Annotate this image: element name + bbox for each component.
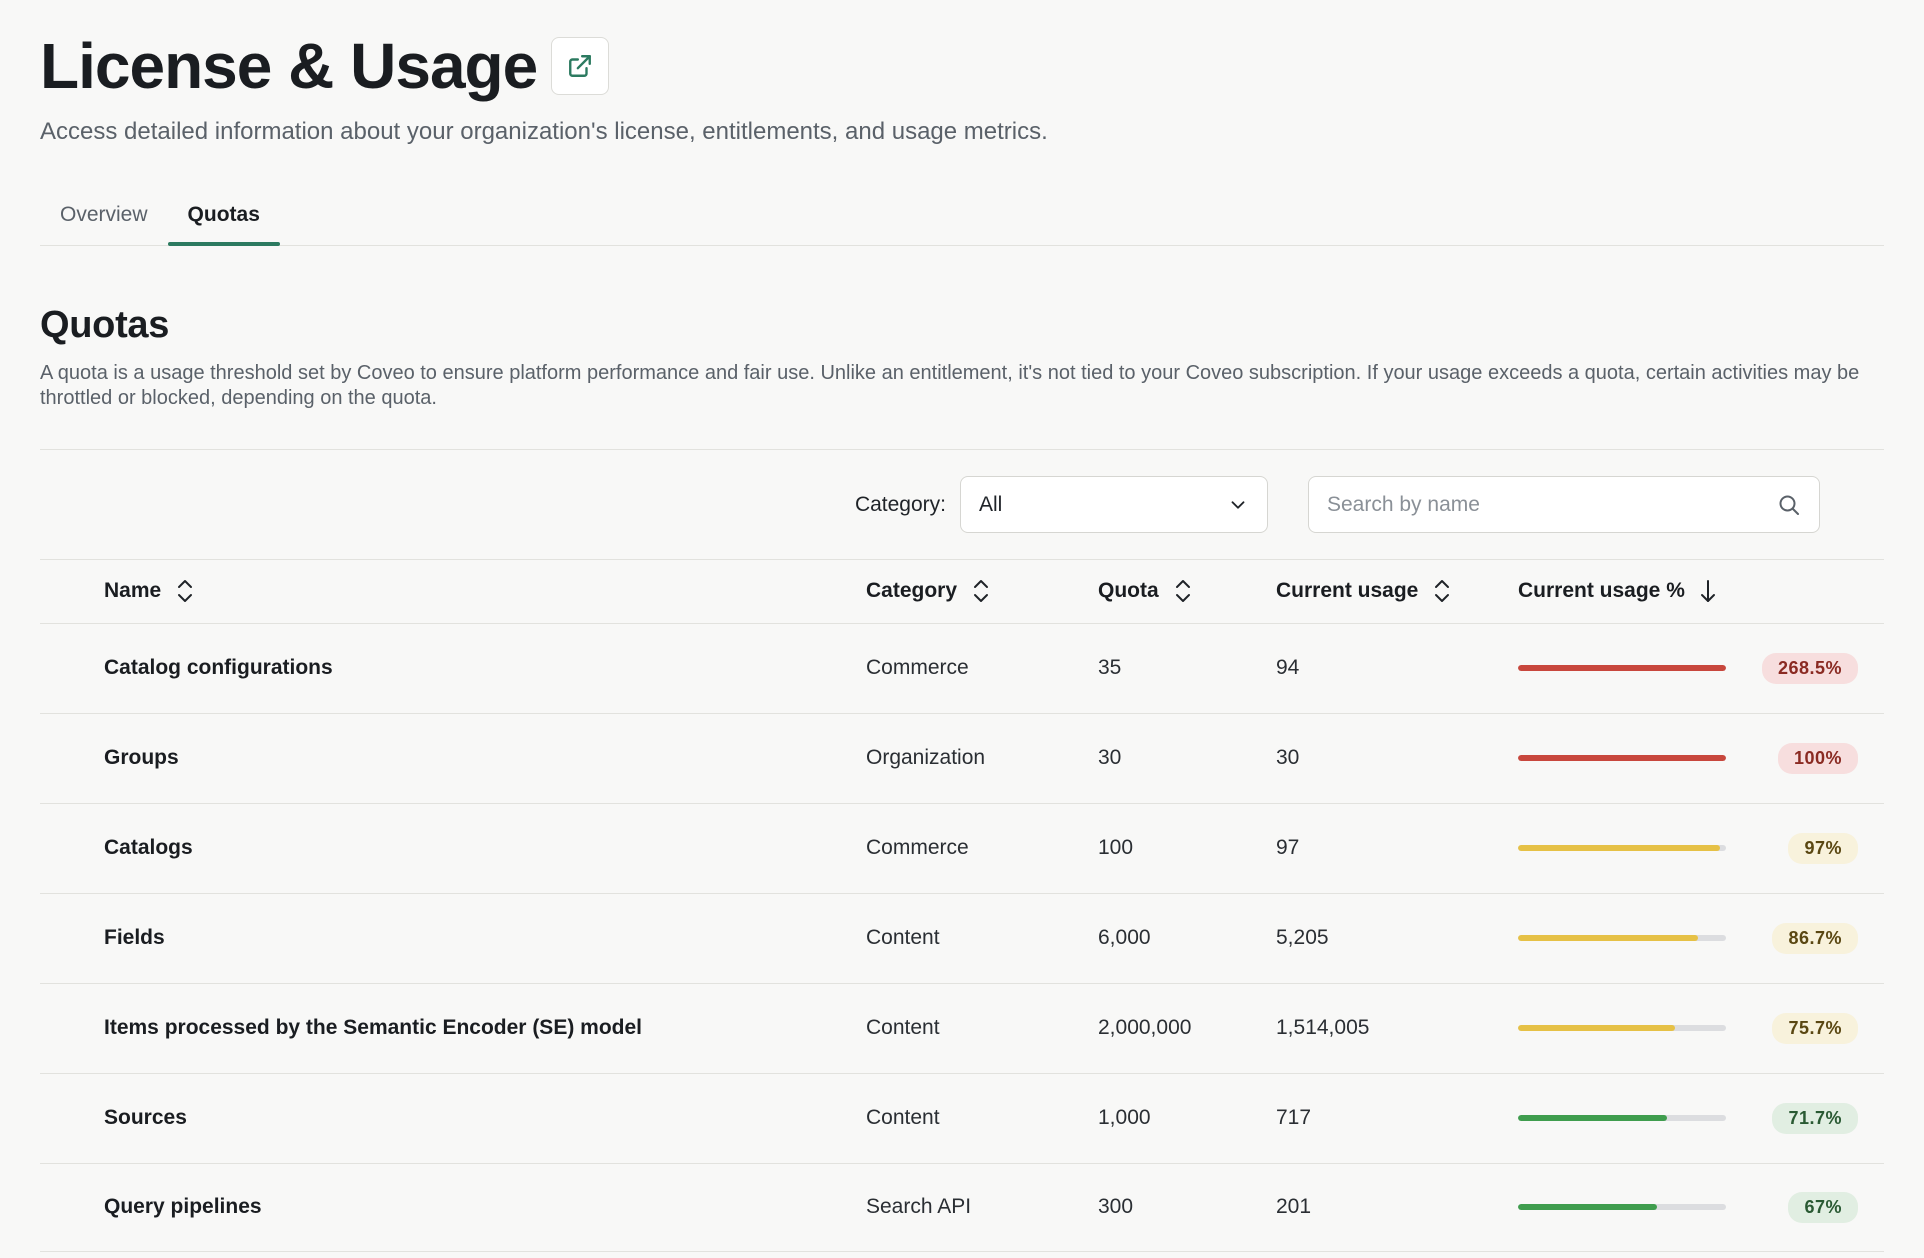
usage-pct-badge: 67% xyxy=(1788,1191,1858,1223)
sort-icon xyxy=(974,580,989,603)
quota-limit: 30 xyxy=(1098,746,1122,769)
section-description: A quota is a usage threshold set by Cove… xyxy=(40,362,1860,409)
usage-progress-bar xyxy=(1518,755,1726,761)
column-header-current-usage-pct[interactable]: Current usage % xyxy=(1518,560,1884,623)
quota-limit: 2,000,000 xyxy=(1098,1016,1192,1039)
quota-current-usage: 201 xyxy=(1276,1195,1312,1218)
section-title: Quotas xyxy=(40,304,170,346)
column-header-category[interactable]: Category xyxy=(866,560,1098,623)
page-header: License & Usage xyxy=(40,0,1884,102)
usage-pct-badge: 97% xyxy=(1788,832,1858,864)
quota-limit: 6,000 xyxy=(1098,926,1151,949)
table-row[interactable]: Items processed by the Semantic Encoder … xyxy=(40,983,1884,1073)
category-select-value: All xyxy=(979,492,1003,516)
sort-icon xyxy=(178,580,193,603)
table-row[interactable]: Fields Content 6,000 5,205 86.7% xyxy=(40,893,1884,983)
column-header-current-usage[interactable]: Current usage xyxy=(1276,560,1518,623)
quota-usage-pct-cell: 71.7% xyxy=(1518,1073,1884,1163)
quota-name: Items processed by the Semantic Encoder … xyxy=(104,1016,642,1039)
quota-name: Sources xyxy=(104,1106,187,1129)
sort-icon xyxy=(1175,580,1190,603)
usage-pct-badge: 268.5% xyxy=(1761,652,1858,684)
external-link-icon xyxy=(569,55,592,77)
quota-name: Fields xyxy=(104,926,165,949)
quota-category: Content xyxy=(866,926,940,949)
usage-pct-badge: 71.7% xyxy=(1772,1102,1858,1134)
table-row[interactable]: Catalogs Commerce 100 97 97% xyxy=(40,803,1884,893)
usage-progress-bar xyxy=(1518,845,1726,851)
quota-usage-pct-cell: 86.7% xyxy=(1518,893,1884,983)
search-input[interactable] xyxy=(1327,492,1777,517)
quota-limit: 300 xyxy=(1098,1195,1134,1218)
quota-current-usage: 1,514,005 xyxy=(1276,1016,1370,1039)
tab-bar: Overview Quotas xyxy=(40,198,1884,246)
table-row[interactable]: Catalog configurations Commerce 35 94 26… xyxy=(40,623,1884,713)
section-divider xyxy=(40,449,1884,450)
quota-usage-pct-cell: 75.7% xyxy=(1518,983,1884,1073)
quota-current-usage: 97 xyxy=(1276,836,1300,859)
quota-name: Catalog configurations xyxy=(104,656,333,679)
table-body: Catalog configurations Commerce 35 94 26… xyxy=(40,623,1884,1251)
sort-icon xyxy=(1435,580,1450,603)
quota-category: Commerce xyxy=(866,656,969,679)
usage-progress-bar xyxy=(1518,1204,1726,1210)
usage-progress-fill xyxy=(1518,1115,1668,1121)
quota-limit: 100 xyxy=(1098,836,1134,859)
usage-pct-badge: 86.7% xyxy=(1772,922,1858,954)
usage-progress-bar xyxy=(1518,935,1726,941)
quotas-table: Name Category Quota Current usage xyxy=(40,560,1884,1252)
quota-limit: 35 xyxy=(1098,656,1122,679)
quota-current-usage: 5,205 xyxy=(1276,926,1329,949)
category-select[interactable]: All xyxy=(960,476,1268,533)
usage-progress-fill xyxy=(1518,1025,1676,1031)
quota-category: Search API xyxy=(866,1195,972,1218)
quota-category: Content xyxy=(866,1016,940,1039)
quota-current-usage: 717 xyxy=(1276,1106,1312,1129)
tab-quotas[interactable]: Quotas xyxy=(167,198,281,246)
column-header-name[interactable]: Name xyxy=(40,560,866,623)
quota-usage-pct-cell: 100% xyxy=(1518,713,1884,803)
search-icon[interactable] xyxy=(1777,493,1801,517)
table-row[interactable]: Groups Organization 30 30 100% xyxy=(40,713,1884,803)
usage-progress-bar xyxy=(1518,1025,1726,1031)
usage-progress-fill xyxy=(1518,1204,1658,1210)
table-header-row: Name Category Quota Current usage xyxy=(40,560,1884,623)
search-box xyxy=(1308,476,1820,533)
category-filter-label: Category: xyxy=(854,492,946,516)
usage-progress-fill xyxy=(1518,755,1726,761)
usage-progress-bar xyxy=(1518,665,1726,671)
quota-limit: 1,000 xyxy=(1098,1106,1151,1129)
usage-progress-fill xyxy=(1518,845,1720,851)
filter-bar: Category: All xyxy=(40,450,1884,560)
page-subtitle: Access detailed information about your o… xyxy=(40,118,1048,145)
quota-category: Organization xyxy=(866,746,986,769)
usage-progress-fill xyxy=(1518,665,1726,671)
quota-category: Commerce xyxy=(866,836,969,859)
quota-name: Catalogs xyxy=(104,836,193,859)
usage-progress-fill xyxy=(1518,935,1699,941)
usage-pct-badge: 100% xyxy=(1777,742,1858,774)
quota-current-usage: 94 xyxy=(1276,656,1300,679)
quota-usage-pct-cell: 67% xyxy=(1518,1163,1884,1251)
tab-overview[interactable]: Overview xyxy=(60,203,148,226)
chevron-down-icon xyxy=(1231,500,1245,509)
arrow-down-icon xyxy=(1700,580,1715,603)
quota-category: Content xyxy=(866,1106,940,1129)
quota-usage-pct-cell: 97% xyxy=(1518,803,1884,893)
quota-usage-pct-cell: 268.5% xyxy=(1518,623,1884,713)
usage-progress-bar xyxy=(1518,1115,1726,1121)
quota-name: Query pipelines xyxy=(104,1195,262,1218)
usage-pct-badge: 75.7% xyxy=(1772,1012,1858,1044)
quota-name: Groups xyxy=(104,746,179,769)
quota-current-usage: 30 xyxy=(1276,746,1300,769)
table-row[interactable]: Query pipelines Search API 300 201 67% xyxy=(40,1163,1884,1251)
table-row[interactable]: Sources Content 1,000 717 71.7% xyxy=(40,1073,1884,1163)
page-title: License & Usage xyxy=(40,30,538,102)
column-header-quota[interactable]: Quota xyxy=(1098,560,1276,623)
open-external-button[interactable] xyxy=(551,37,610,95)
